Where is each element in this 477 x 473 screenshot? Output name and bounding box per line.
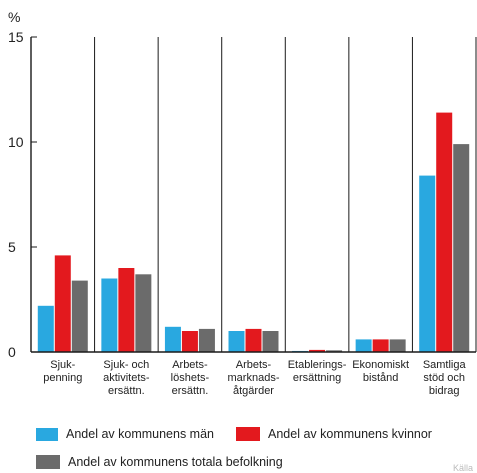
bar-men-1 <box>101 278 118 352</box>
x-category-label-1: Sjuk- och aktivitets-ersättn. <box>103 359 150 397</box>
bar-total-1 <box>135 274 152 352</box>
legend-swatch-men <box>36 427 58 441</box>
axes <box>30 36 476 353</box>
y-tick-label-5: 5 <box>8 239 16 255</box>
tick-labels: 0 5 10 15 Sjuk-penning Sjuk- och aktivitets-er… <box>8 29 466 397</box>
bar-women-4 <box>309 349 326 352</box>
bar-women-0 <box>54 255 71 352</box>
bar-women-2 <box>181 331 198 352</box>
bar-men-5 <box>355 339 372 352</box>
bar-total-5 <box>389 339 406 352</box>
legend-label-men: Andel av kommunens män <box>66 427 214 441</box>
legend-item-women: Andel av kommunens kvinnor <box>236 427 432 441</box>
bar-total-4 <box>326 350 343 352</box>
x-category-label-3: Arbets-marknads-åtgärder <box>228 359 280 397</box>
x-category-label-4: Etablerings-ersättning <box>288 359 347 384</box>
bar-women-6 <box>436 112 453 352</box>
bars <box>37 112 470 352</box>
bar-total-6 <box>453 144 470 352</box>
bar-total-3 <box>262 331 279 352</box>
x-category-label-5: Ekonomiskt bistånd <box>352 359 409 384</box>
bar-women-3 <box>245 328 262 352</box>
legend-swatch-total <box>36 455 60 469</box>
y-tick-label-15: 15 <box>8 29 24 45</box>
legend-label-women: Andel av kommunens kvinnor <box>268 427 432 441</box>
y-axis-unit-label: % <box>8 9 20 25</box>
y-tick-label-10: 10 <box>8 134 24 150</box>
x-category-label-2: Arbets-löshets-ersättn. <box>171 359 210 397</box>
legend-label-total: Andel av kommunens totala befolkning <box>68 455 283 469</box>
x-category-label-6: Samtliga stöd och bidrag <box>423 359 467 397</box>
bar-men-2 <box>164 326 181 352</box>
y-tick-label-0: 0 <box>8 344 16 360</box>
bar-men-3 <box>228 331 245 352</box>
legend-item-total: Andel av kommunens totala befolkning <box>36 455 283 469</box>
bar-chart: 0 5 10 15 Sjuk-penning Sjuk- och aktivitets-er… <box>8 9 477 397</box>
bar-women-5 <box>372 339 389 352</box>
grid-lines <box>94 37 477 352</box>
bar-men-0 <box>37 305 54 352</box>
bar-total-0 <box>71 280 88 352</box>
legend-item-men: Andel av kommunens män <box>36 427 214 441</box>
bar-total-2 <box>198 328 215 352</box>
legend-swatch-women <box>236 427 260 441</box>
bar-men-6 <box>419 175 436 352</box>
x-category-label-0: Sjuk-penning <box>43 359 82 384</box>
source-label: Källa <box>452 463 473 473</box>
bar-women-1 <box>118 268 135 352</box>
